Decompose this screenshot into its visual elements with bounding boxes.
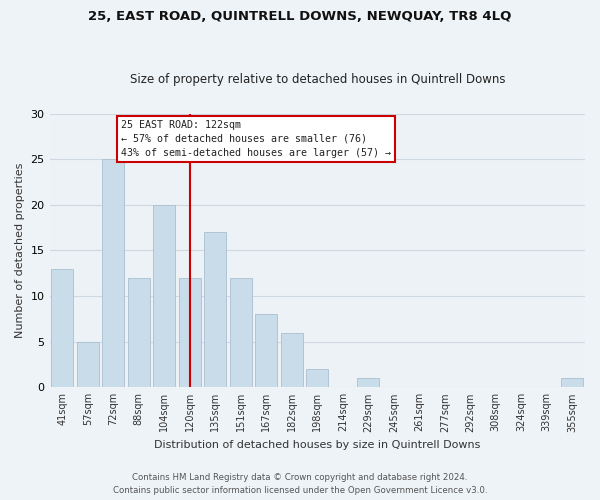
Bar bbox=[77, 342, 98, 388]
Text: Contains HM Land Registry data © Crown copyright and database right 2024.
Contai: Contains HM Land Registry data © Crown c… bbox=[113, 474, 487, 495]
Text: 25, EAST ROAD, QUINTRELL DOWNS, NEWQUAY, TR8 4LQ: 25, EAST ROAD, QUINTRELL DOWNS, NEWQUAY,… bbox=[88, 10, 512, 23]
Title: Size of property relative to detached houses in Quintrell Downs: Size of property relative to detached ho… bbox=[130, 73, 505, 86]
Bar bbox=[281, 332, 302, 388]
Text: 25 EAST ROAD: 122sqm
← 57% of detached houses are smaller (76)
43% of semi-detac: 25 EAST ROAD: 122sqm ← 57% of detached h… bbox=[121, 120, 391, 158]
Bar bbox=[179, 278, 200, 388]
Bar bbox=[103, 159, 124, 388]
Bar bbox=[230, 278, 251, 388]
Bar bbox=[52, 268, 73, 388]
Bar bbox=[205, 232, 226, 388]
X-axis label: Distribution of detached houses by size in Quintrell Downs: Distribution of detached houses by size … bbox=[154, 440, 481, 450]
Bar bbox=[256, 314, 277, 388]
Bar bbox=[128, 278, 149, 388]
Bar bbox=[307, 369, 328, 388]
Bar bbox=[154, 205, 175, 388]
Y-axis label: Number of detached properties: Number of detached properties bbox=[15, 162, 25, 338]
Bar bbox=[358, 378, 379, 388]
Bar bbox=[562, 378, 583, 388]
